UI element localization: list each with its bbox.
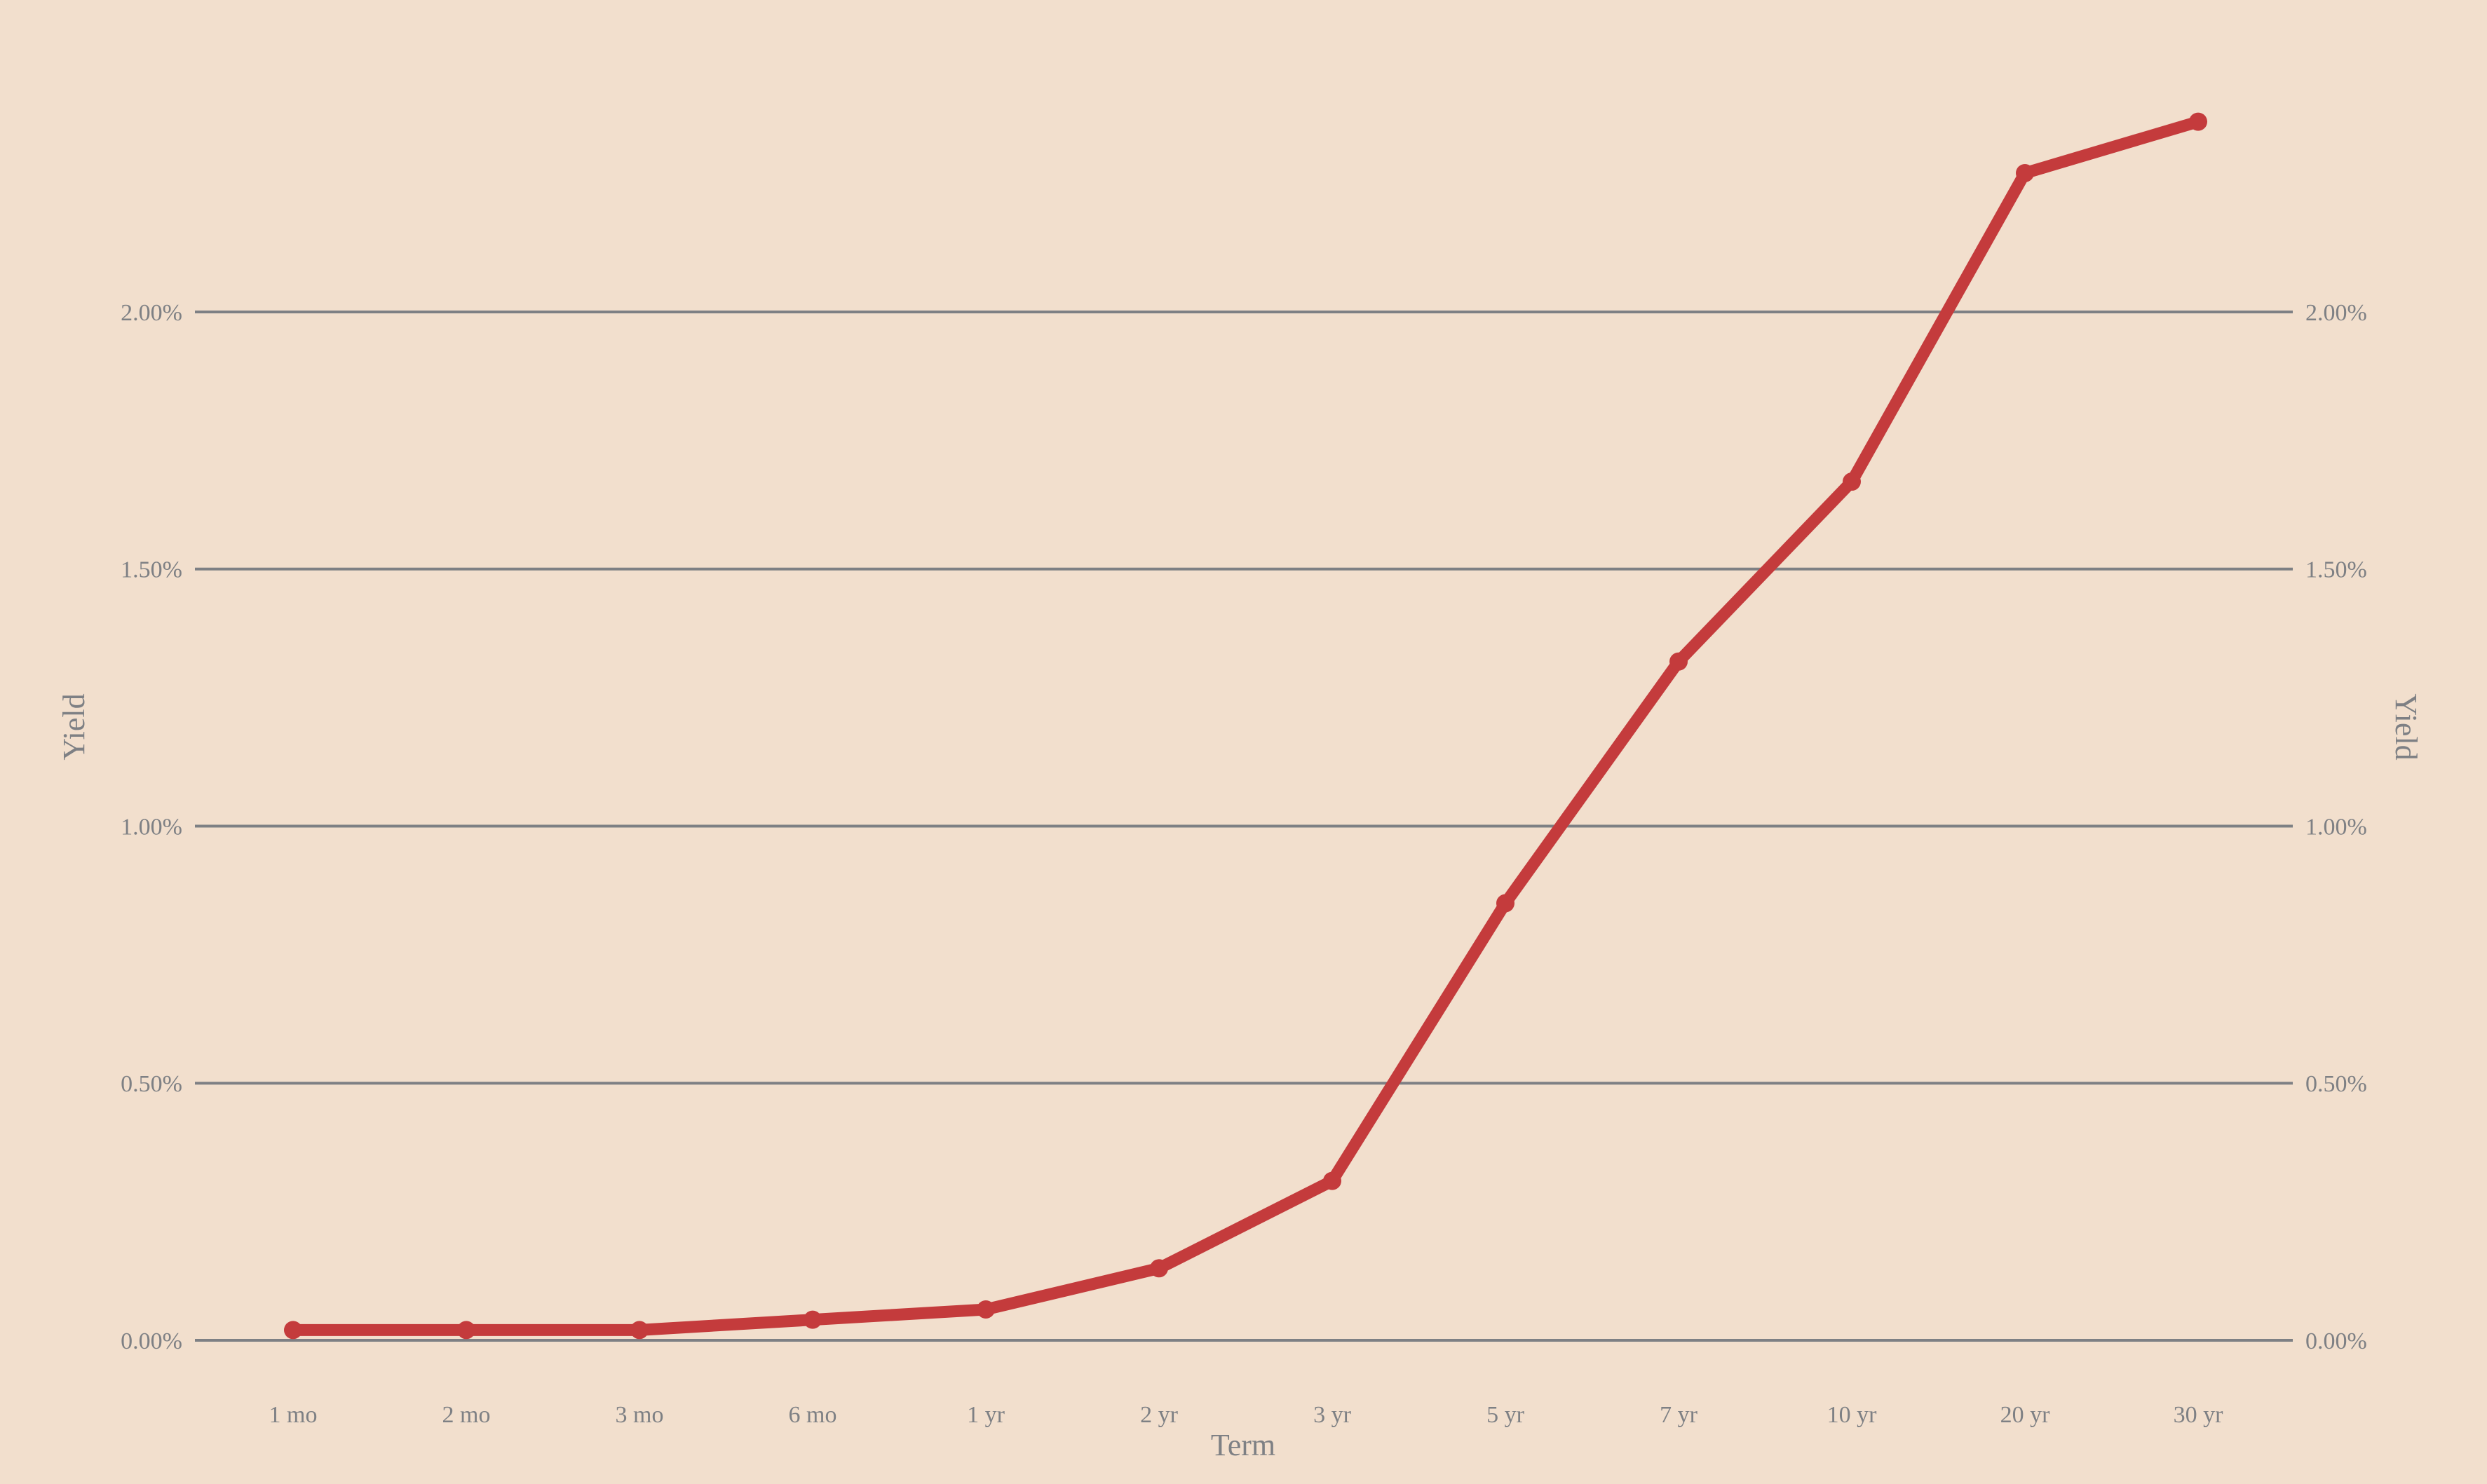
data-point-20-yr [2016, 163, 2034, 182]
x-tick-label: 3 mo [616, 1402, 664, 1428]
x-tick-label: 7 yr [1660, 1402, 1698, 1428]
y-tick-label-left: 1.00% [121, 814, 182, 840]
data-point-6-mo [804, 1310, 822, 1329]
x-tick-label: 5 yr [1486, 1402, 1525, 1428]
x-tick-label: 3 yr [1313, 1402, 1352, 1428]
y-tick-label-left: 0.50% [121, 1071, 182, 1097]
data-point-5-yr [1496, 894, 1514, 913]
y-tick-label-right: 0.50% [2305, 1071, 2367, 1097]
x-tick-label: 6 mo [789, 1402, 837, 1428]
data-point-2-mo [457, 1321, 475, 1340]
data-point-30-yr [2189, 112, 2207, 131]
data-point-1-yr [977, 1300, 995, 1319]
y-tick-label-left: 1.50% [121, 557, 182, 583]
y-tick-label-left: 0.00% [121, 1328, 182, 1354]
x-tick-label: 1 mo [269, 1402, 318, 1428]
y-axis-title-left: Yield [57, 693, 91, 761]
data-point-1-mo [284, 1321, 302, 1340]
data-point-2-yr [1150, 1259, 1168, 1278]
y-tick-label-right: 0.00% [2305, 1328, 2367, 1354]
data-point-10-yr [1843, 472, 1861, 491]
x-axis-title: Term [1210, 1428, 1276, 1462]
y-tick-label-right: 1.50% [2305, 557, 2367, 583]
y-axis-title-right: Yield [2389, 693, 2423, 761]
data-point-3-yr [1323, 1171, 1341, 1190]
x-tick-label: 1 yr [967, 1402, 1005, 1428]
x-tick-label: 10 yr [1827, 1402, 1878, 1428]
x-tick-label: 2 yr [1140, 1402, 1179, 1428]
yield-series-line [287, 116, 2204, 1336]
data-point-3-mo [630, 1321, 649, 1340]
data-point-7-yr [1669, 652, 1688, 671]
x-tick-label: 30 yr [2174, 1402, 2224, 1428]
y-tick-label-right: 1.00% [2305, 814, 2367, 840]
y-tick-label-right: 2.00% [2305, 300, 2367, 326]
y-tick-label-left: 2.00% [121, 300, 182, 326]
x-tick-label: 20 yr [2000, 1402, 2051, 1428]
x-tick-label: 2 mo [442, 1402, 491, 1428]
